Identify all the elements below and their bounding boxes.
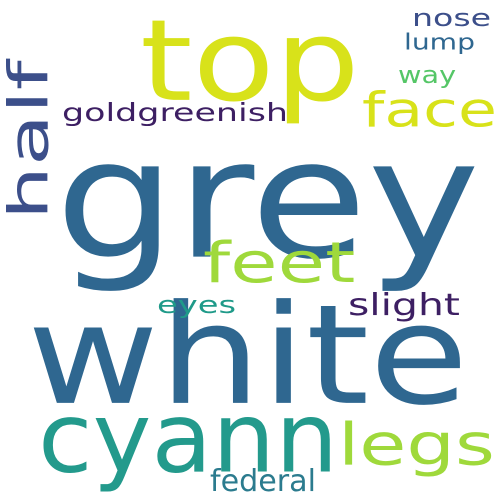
word-way: way [398,60,457,89]
word-slight: slight [348,287,460,323]
word-lump: lump [404,29,476,55]
word-eyes: eyes [157,290,237,319]
word-feet: feet [203,229,356,296]
word-legs: legs [338,410,495,479]
word-half: half [0,60,61,221]
word-grey: grey [55,103,481,297]
word-federal: federal [210,463,316,499]
word-white: white [27,274,469,437]
word-nose: nose [412,3,492,32]
word-cyann: cyann [38,381,339,495]
word-top: top [140,0,360,128]
word-face: face [362,81,497,138]
word-goldgreenish: goldgreenish [62,97,288,127]
